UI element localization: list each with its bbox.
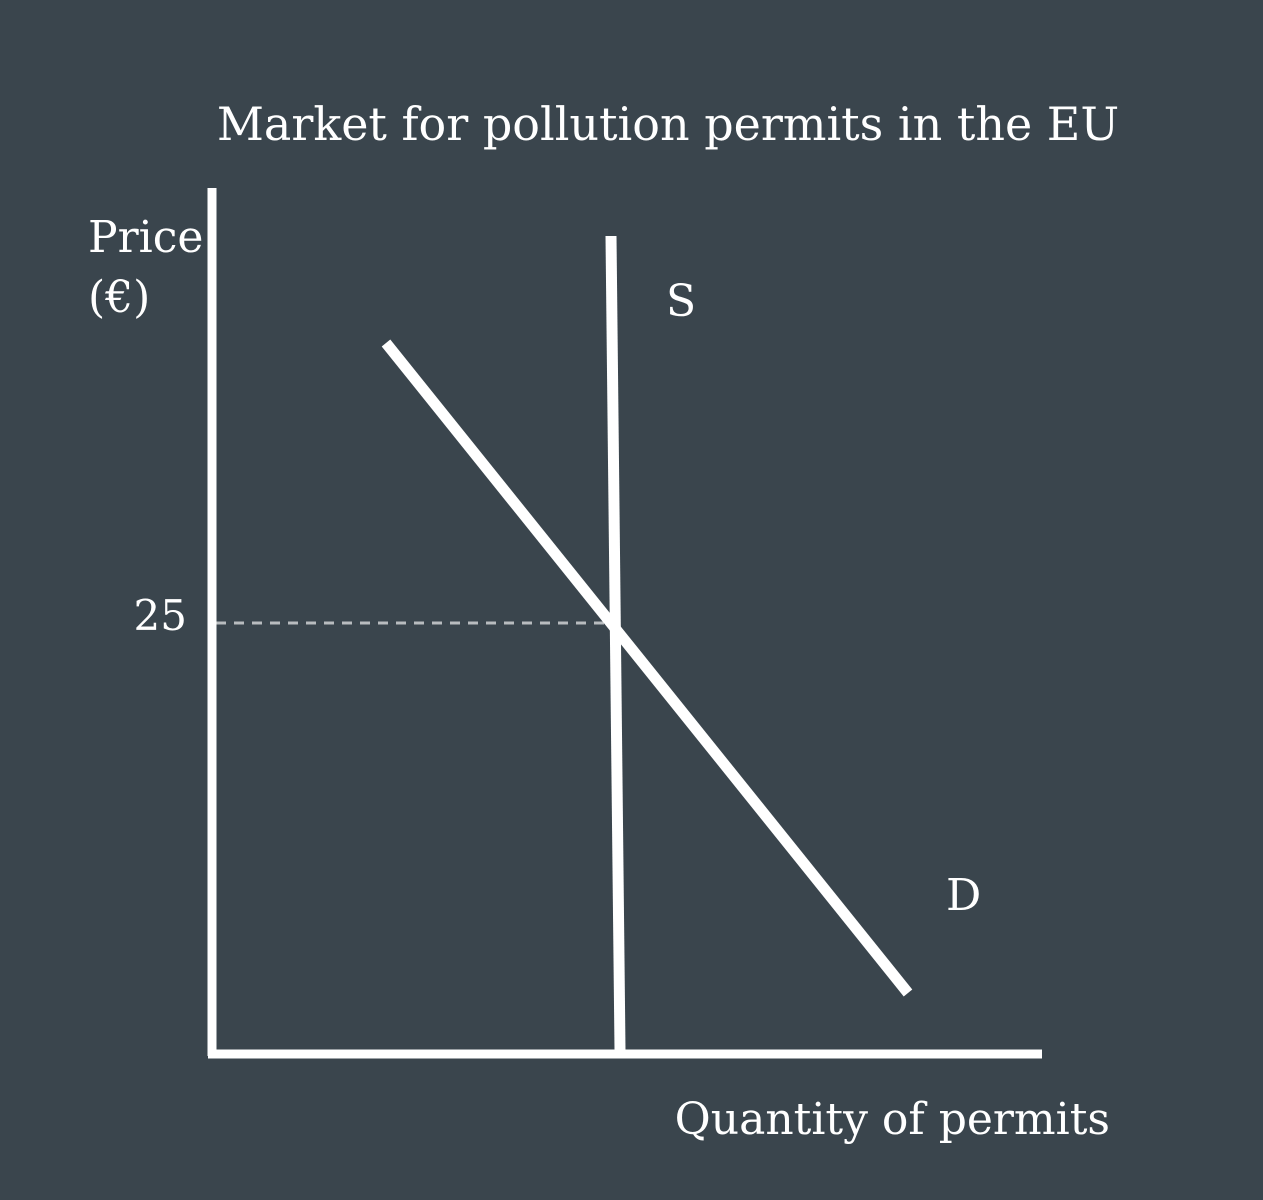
y-axis-label-price: Price <box>88 212 203 263</box>
diagram-title: Market for pollution permits in the EU <box>217 97 1119 151</box>
y-axis-label-unit: (€) <box>88 272 150 323</box>
equilibrium-price-label: 25 <box>134 591 187 640</box>
x-axis-label: Quantity of permits <box>675 1094 1110 1145</box>
supply-curve-label: S <box>666 276 696 327</box>
supply-curve <box>605 235 626 1051</box>
demand-curve-label: D <box>946 870 981 921</box>
demand-curve <box>381 339 913 997</box>
